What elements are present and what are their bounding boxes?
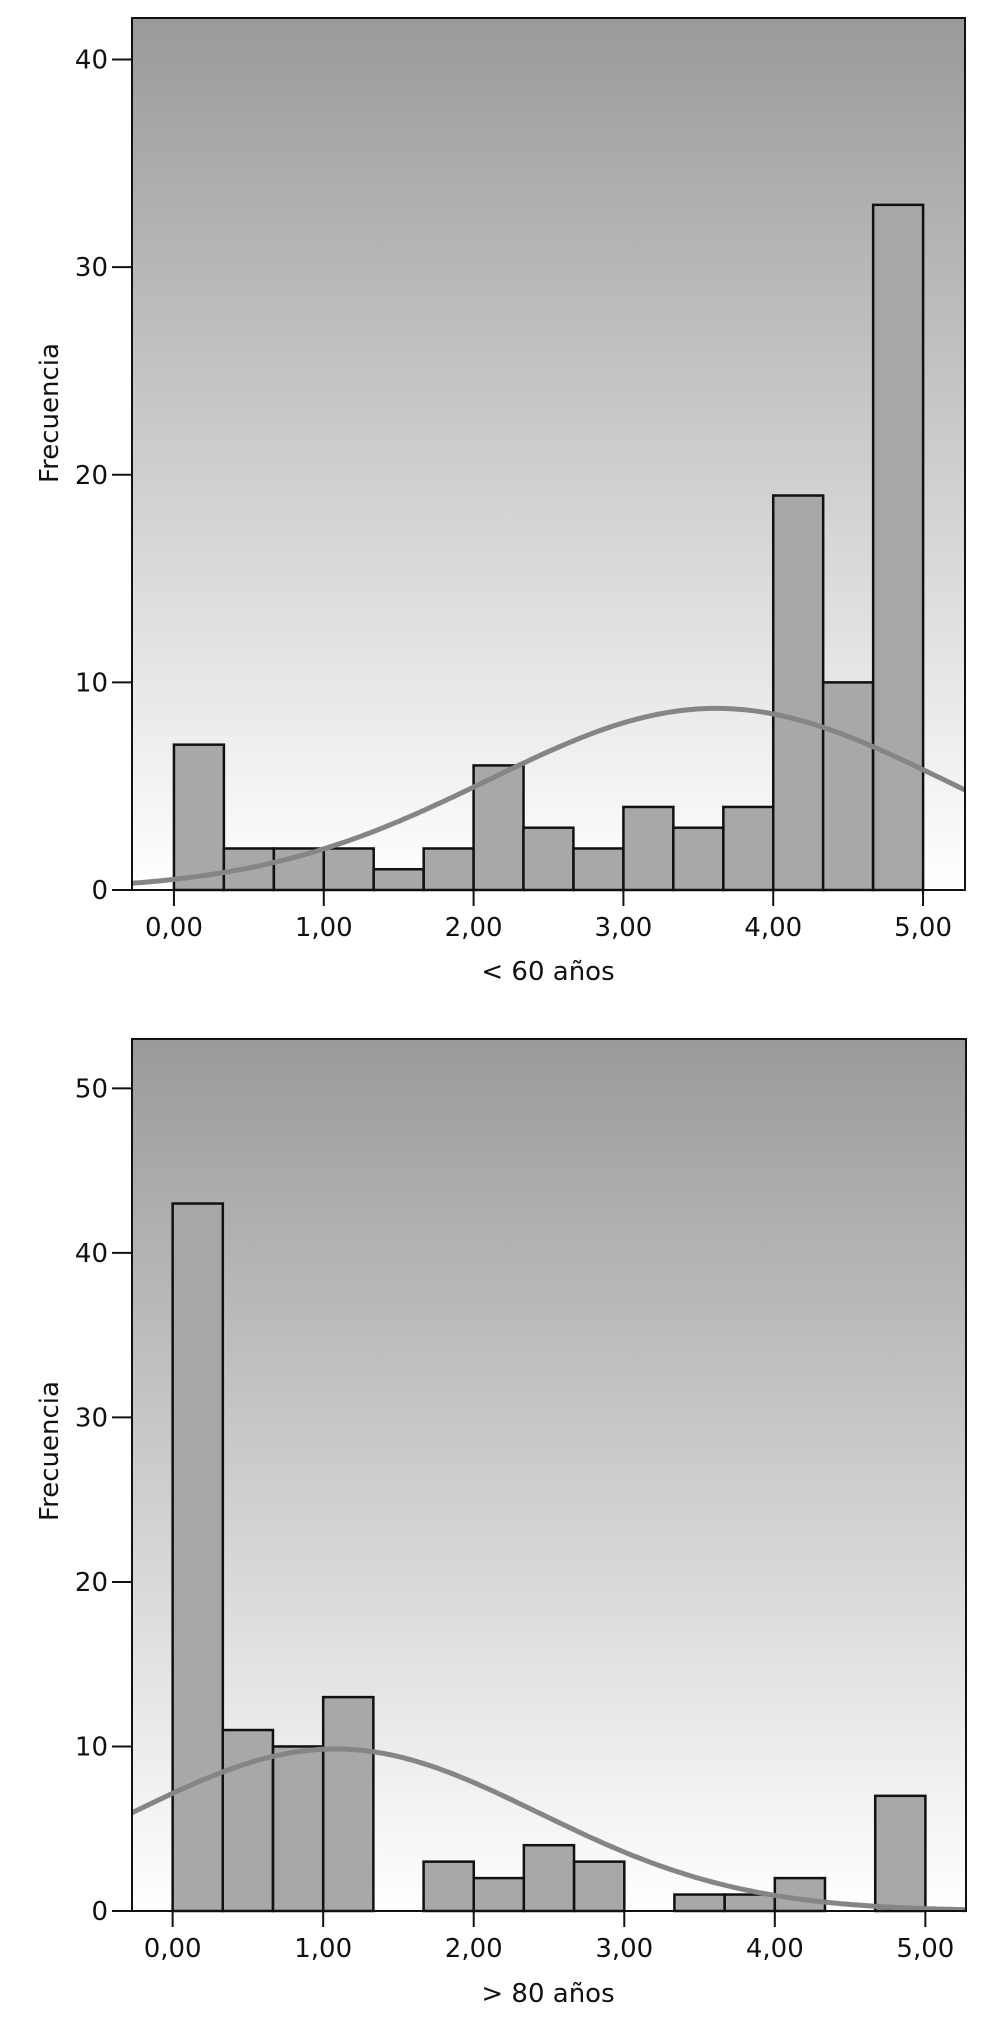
histogram-bar <box>522 1843 576 1913</box>
y-tick-label: 10 <box>75 668 108 698</box>
histogram-bar <box>821 681 875 892</box>
x-tick-label: 3,00 <box>594 913 652 943</box>
histogram-under-60: 0 10 20 30 40 0,00 1,00 2,00 3,00 4,00 5,00 < 60 … <box>35 17 967 987</box>
bars <box>172 203 925 892</box>
histogram-bar <box>673 1893 726 1913</box>
y-tick-label: 40 <box>75 46 108 76</box>
histogram-bar <box>873 1794 927 1913</box>
x-tick-label: 4,00 <box>744 913 802 943</box>
x-tick-label: 5,00 <box>896 1934 954 1964</box>
y-tick-label: 10 <box>75 1732 108 1762</box>
bars <box>171 1202 927 1913</box>
x-tick-label: 5,00 <box>894 913 952 943</box>
x-tick-label: 2,00 <box>445 913 503 943</box>
histogram-bar <box>723 1893 777 1913</box>
x-tick-label: 0,00 <box>144 1934 202 1964</box>
x-tick-label: 3,00 <box>595 1934 653 1964</box>
x-axis-title: > 80 años <box>481 1979 614 2009</box>
histogram-bar <box>572 1860 626 1913</box>
plot-frame <box>131 17 966 891</box>
histogram-bar <box>372 867 425 892</box>
histogram-bar <box>271 1745 325 1913</box>
histogram-bar <box>322 847 375 892</box>
histogram-bar <box>871 203 925 892</box>
y-axis: 0 10 20 30 40 <box>75 46 132 906</box>
y-tick-label: 0 <box>91 876 108 906</box>
x-tick-label: 1,00 <box>294 1934 352 1964</box>
histogram-bar <box>572 847 625 892</box>
normal-curve <box>131 705 967 886</box>
y-tick-label: 20 <box>75 1568 108 1598</box>
histogram-bar <box>472 764 525 892</box>
x-axis-title: < 60 años <box>481 957 614 987</box>
histogram-bar <box>672 826 725 892</box>
histogram-bar <box>171 1202 225 1913</box>
x-tick-label: 2,00 <box>445 1934 503 1964</box>
histogram-bar <box>321 1695 375 1913</box>
y-axis-title: Frecuencia <box>35 343 65 483</box>
histogram-bar <box>771 494 825 892</box>
x-tick-label: 4,00 <box>746 1934 804 1964</box>
histogram-bar <box>422 847 475 892</box>
y-axis: 0 10 20 30 40 50 <box>75 1074 132 1927</box>
normal-curve <box>130 1746 967 1913</box>
x-tick-label: 1,00 <box>295 913 353 943</box>
plot-frame <box>131 1038 967 1912</box>
y-tick-label: 30 <box>75 1403 108 1433</box>
x-axis: 0,00 1,00 2,00 3,00 4,00 5,00 <box>145 890 952 943</box>
histogram-bar <box>522 826 575 892</box>
x-tick-label: 0,00 <box>145 913 203 943</box>
y-tick-label: 30 <box>75 253 108 283</box>
histogram-bar <box>722 805 775 892</box>
y-tick-label: 0 <box>91 1897 108 1927</box>
y-axis-title: Frecuencia <box>35 1381 65 1521</box>
histogram-bar <box>622 805 675 892</box>
y-tick-label: 20 <box>75 461 108 491</box>
histogram-over-80: 0 10 20 30 40 50 0,00 1,00 2,00 3,00 4,00 5,00 > 8… <box>35 1038 967 2009</box>
histogram-bar <box>472 1876 526 1913</box>
x-axis: 0,00 1,00 2,00 3,00 4,00 5,00 <box>144 1911 954 1964</box>
histogram-bar <box>172 743 226 892</box>
histogram-bar <box>422 1860 476 1913</box>
y-tick-label: 40 <box>75 1239 108 1269</box>
y-tick-label: 50 <box>75 1074 108 1104</box>
